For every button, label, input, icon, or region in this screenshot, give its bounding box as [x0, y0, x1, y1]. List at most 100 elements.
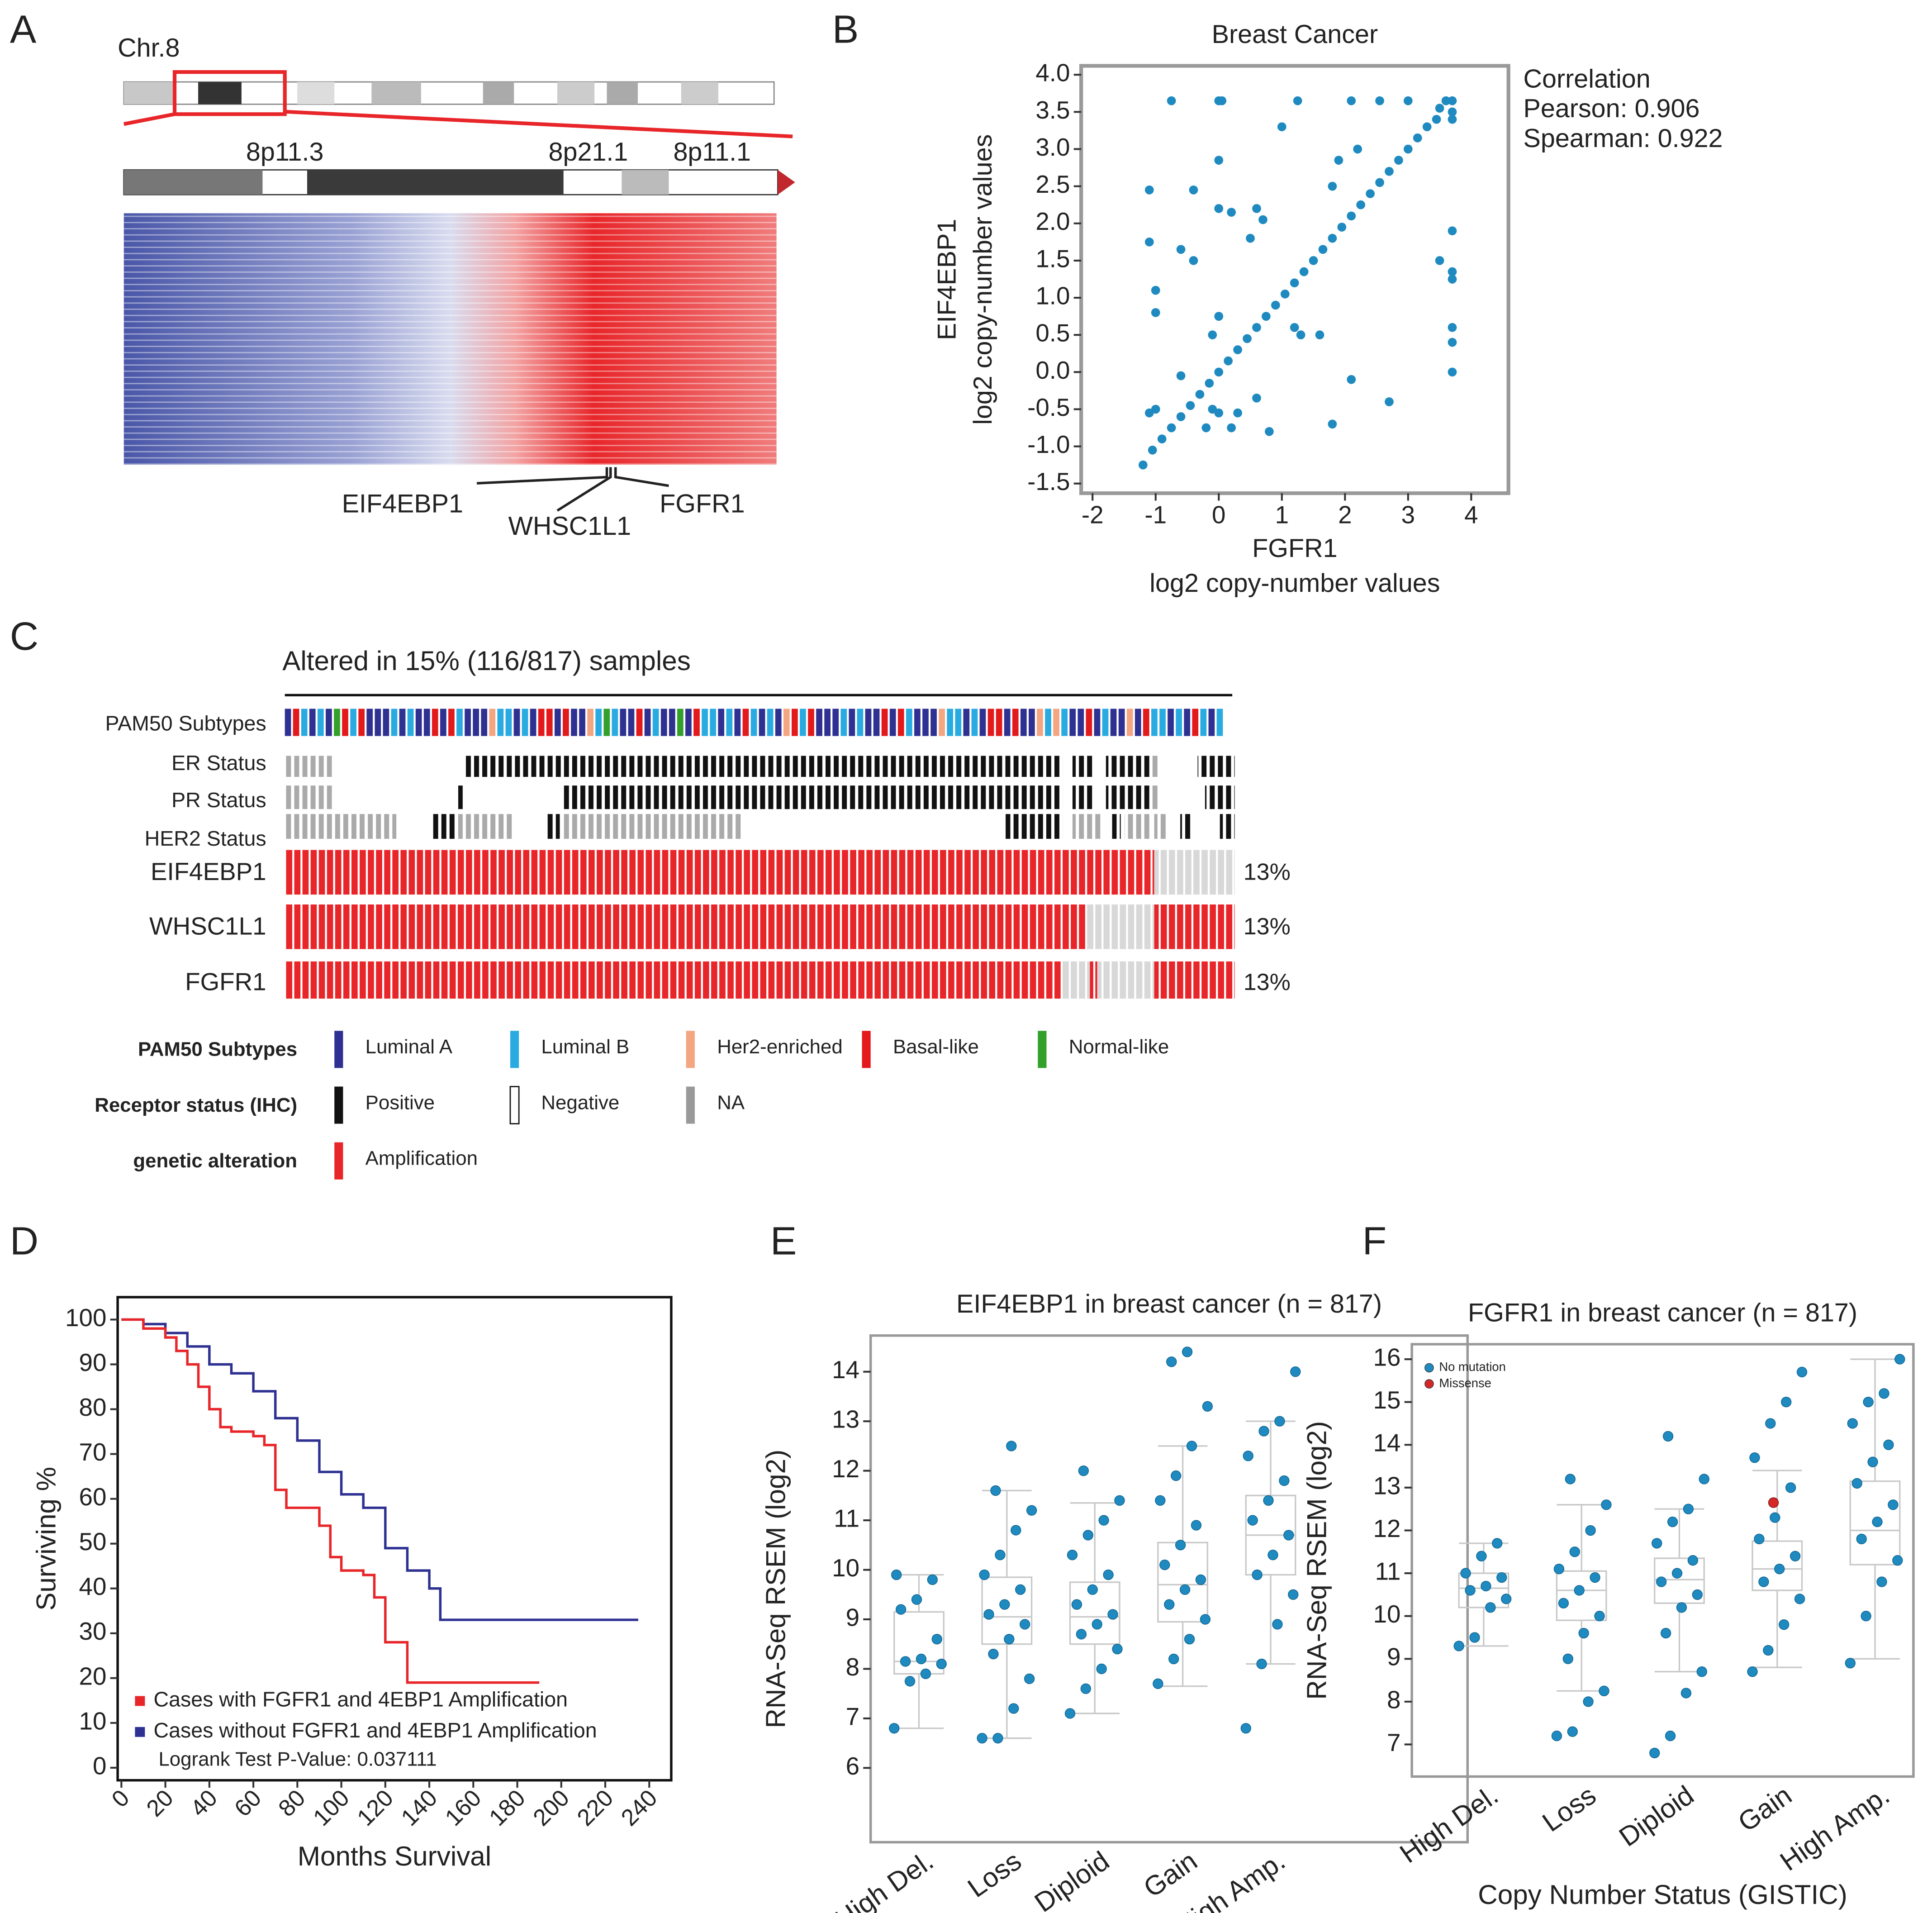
point [1794, 1594, 1805, 1604]
band [198, 82, 242, 105]
subtype-cell [1176, 709, 1182, 736]
point [1565, 1474, 1576, 1485]
point [1144, 408, 1154, 418]
point [1184, 1634, 1195, 1645]
point [1263, 1495, 1274, 1506]
point [1353, 144, 1362, 154]
y-tick-label: 6 [846, 1752, 859, 1780]
legend-swatch [334, 1031, 343, 1068]
her2-cell [1220, 814, 1235, 839]
point [927, 1574, 938, 1585]
point [1790, 1551, 1801, 1561]
er-cell [1152, 756, 1159, 777]
y-tick-label: 3.0 [1035, 133, 1070, 161]
point [1665, 1730, 1676, 1742]
annotation: Spearman: 0.922 [1524, 124, 1723, 153]
point [1200, 1614, 1211, 1625]
x-tick-label: Gain [1733, 1780, 1797, 1838]
point [1856, 1533, 1867, 1545]
legend-label: Positive [366, 1091, 435, 1114]
point [1078, 1465, 1089, 1476]
subtype-cell [636, 709, 643, 736]
subtype-cell [1126, 709, 1133, 736]
subtype-cell [423, 709, 430, 736]
band [123, 82, 174, 105]
point [1205, 379, 1214, 388]
subtype-cell [595, 709, 602, 736]
subtype-cell [873, 709, 880, 736]
subtype-cell [767, 709, 774, 736]
subtype-cell [481, 709, 488, 736]
point [1176, 245, 1186, 254]
point [1558, 1598, 1569, 1608]
legend-heading: Receptor status (IHC) [95, 1094, 297, 1116]
subtype-cell [358, 709, 365, 736]
subtype-cell [603, 709, 610, 736]
point [1167, 423, 1176, 433]
subtype-cell [334, 709, 340, 736]
point [904, 1676, 916, 1687]
y-tick-label: 8 [1387, 1685, 1400, 1713]
point [1453, 1641, 1464, 1651]
point [1252, 393, 1261, 403]
point [1293, 96, 1302, 105]
gene-pointer [476, 467, 608, 485]
y-tick-label: 10 [79, 1707, 107, 1735]
subtype-cell [726, 709, 733, 736]
band [123, 170, 263, 195]
panel-label: B [832, 7, 859, 52]
point [1413, 133, 1422, 143]
x-tick-label: 140 [396, 1785, 442, 1831]
point [1699, 1474, 1709, 1485]
x-axis-label: Copy Number Status (GISTIC) [1478, 1879, 1847, 1910]
y-axis-label: log2 copy-number values [968, 134, 997, 425]
point [1385, 397, 1394, 406]
subtype-cell [652, 709, 659, 736]
point [1375, 96, 1384, 105]
legend-label: NA [717, 1091, 745, 1114]
band [681, 82, 718, 105]
subtype-cell [1143, 709, 1149, 736]
point [1208, 330, 1217, 340]
subtype-cell [669, 709, 675, 736]
legend-heading: genetic alteration [133, 1150, 297, 1172]
point [1103, 1569, 1114, 1580]
point [1749, 1452, 1760, 1463]
subtype-cell [309, 709, 316, 736]
point [1315, 330, 1324, 340]
point [1366, 189, 1375, 198]
survival-curve [121, 1318, 540, 1684]
point [1191, 1520, 1202, 1531]
point [1469, 1632, 1480, 1643]
x-tick-label: 20 [142, 1785, 179, 1822]
point [1157, 434, 1167, 443]
subtype-cell [293, 709, 299, 736]
point [1280, 289, 1290, 299]
her2-cell [1112, 814, 1121, 839]
point [1279, 1475, 1290, 1486]
subtype-cell [1200, 709, 1207, 736]
subtype-cell [399, 709, 406, 736]
subtype-cell [538, 709, 545, 736]
panel-label: D [10, 1218, 38, 1263]
subtype-cell [587, 709, 593, 736]
point [1876, 1576, 1887, 1587]
gene-label: EIF4EBP1 [342, 490, 463, 519]
legend-swatch [135, 1696, 145, 1706]
subtype-cell [1184, 709, 1191, 736]
subtype-cell [375, 709, 381, 736]
point [1574, 1585, 1585, 1596]
subtype-cell [660, 709, 667, 736]
x-tick-label: 60 [229, 1785, 266, 1822]
point [977, 1733, 987, 1744]
point [1879, 1388, 1889, 1399]
y-tick-label: 9 [1387, 1643, 1400, 1671]
point [1176, 412, 1186, 421]
x-tick-label: 240 [616, 1785, 662, 1831]
point [1159, 1559, 1170, 1570]
subtype-cell [1168, 709, 1174, 736]
band [297, 82, 335, 105]
point [1240, 1723, 1251, 1734]
subtype-cell [979, 709, 986, 736]
point [1201, 423, 1211, 433]
